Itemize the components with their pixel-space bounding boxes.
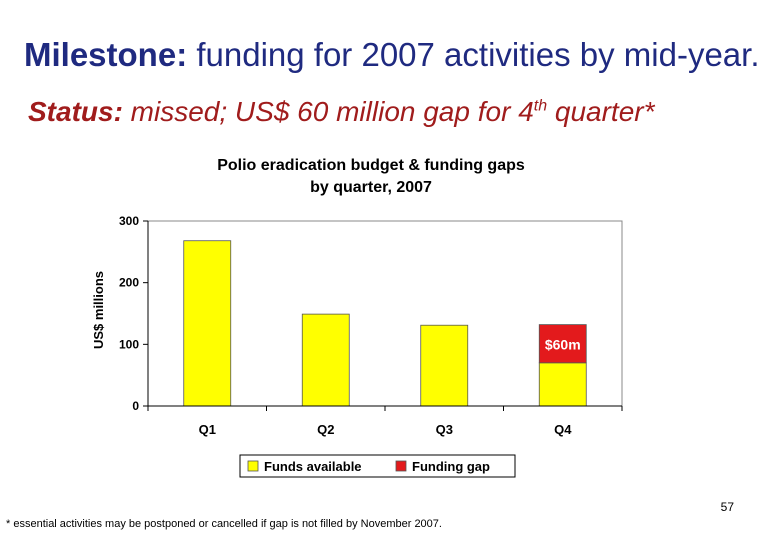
bar-funds-available <box>183 240 232 407</box>
gap-annotation: $60m <box>545 337 581 353</box>
chart-title-line-1: Polio eradication budget & funding gaps <box>217 157 525 174</box>
bar-funds-available <box>420 324 469 407</box>
status-label: Status: <box>28 96 123 127</box>
x-tick-label: Q3 <box>436 422 453 437</box>
legend-label: Funds available <box>264 459 362 474</box>
legend-swatch <box>395 460 407 472</box>
status-text: missed; US$ 60 million gap for 4 <box>122 96 534 127</box>
legend-label: Funding gap <box>412 459 490 474</box>
x-tick-label: Q1 <box>199 422 216 437</box>
bar-funds-available <box>538 362 587 407</box>
bar-funds-available <box>301 313 350 407</box>
x-tick-label: Q2 <box>317 422 334 437</box>
page-number: 57 <box>720 500 734 514</box>
bar-funding-gap <box>538 324 587 364</box>
legend-box <box>239 454 516 478</box>
y-tick-label: 200 <box>119 276 139 290</box>
milestone-label: Milestone: <box>24 36 188 73</box>
status-tail: quarter* <box>547 96 655 127</box>
y-tick-label: 300 <box>119 214 139 228</box>
x-tick-label: Q4 <box>554 422 572 437</box>
chart-legend: Funds available Funding gap <box>239 454 516 478</box>
y-tick-label: 100 <box>119 337 139 351</box>
milestone-heading: Milestone: funding for 2007 activities b… <box>24 36 759 74</box>
legend-swatch <box>247 460 259 472</box>
status-superscript: th <box>533 97 548 115</box>
chart-title-line-2: by quarter, 2007 <box>310 179 432 196</box>
milestone-text: funding for 2007 activities by mid-year. <box>187 36 760 73</box>
y-tick-label: 0 <box>132 399 139 413</box>
y-axis-label: US$ millions <box>91 271 106 349</box>
status-heading: Status: missed; US$ 60 million gap for 4… <box>28 96 655 128</box>
footnote: * essential activities may be postponed … <box>6 518 442 530</box>
